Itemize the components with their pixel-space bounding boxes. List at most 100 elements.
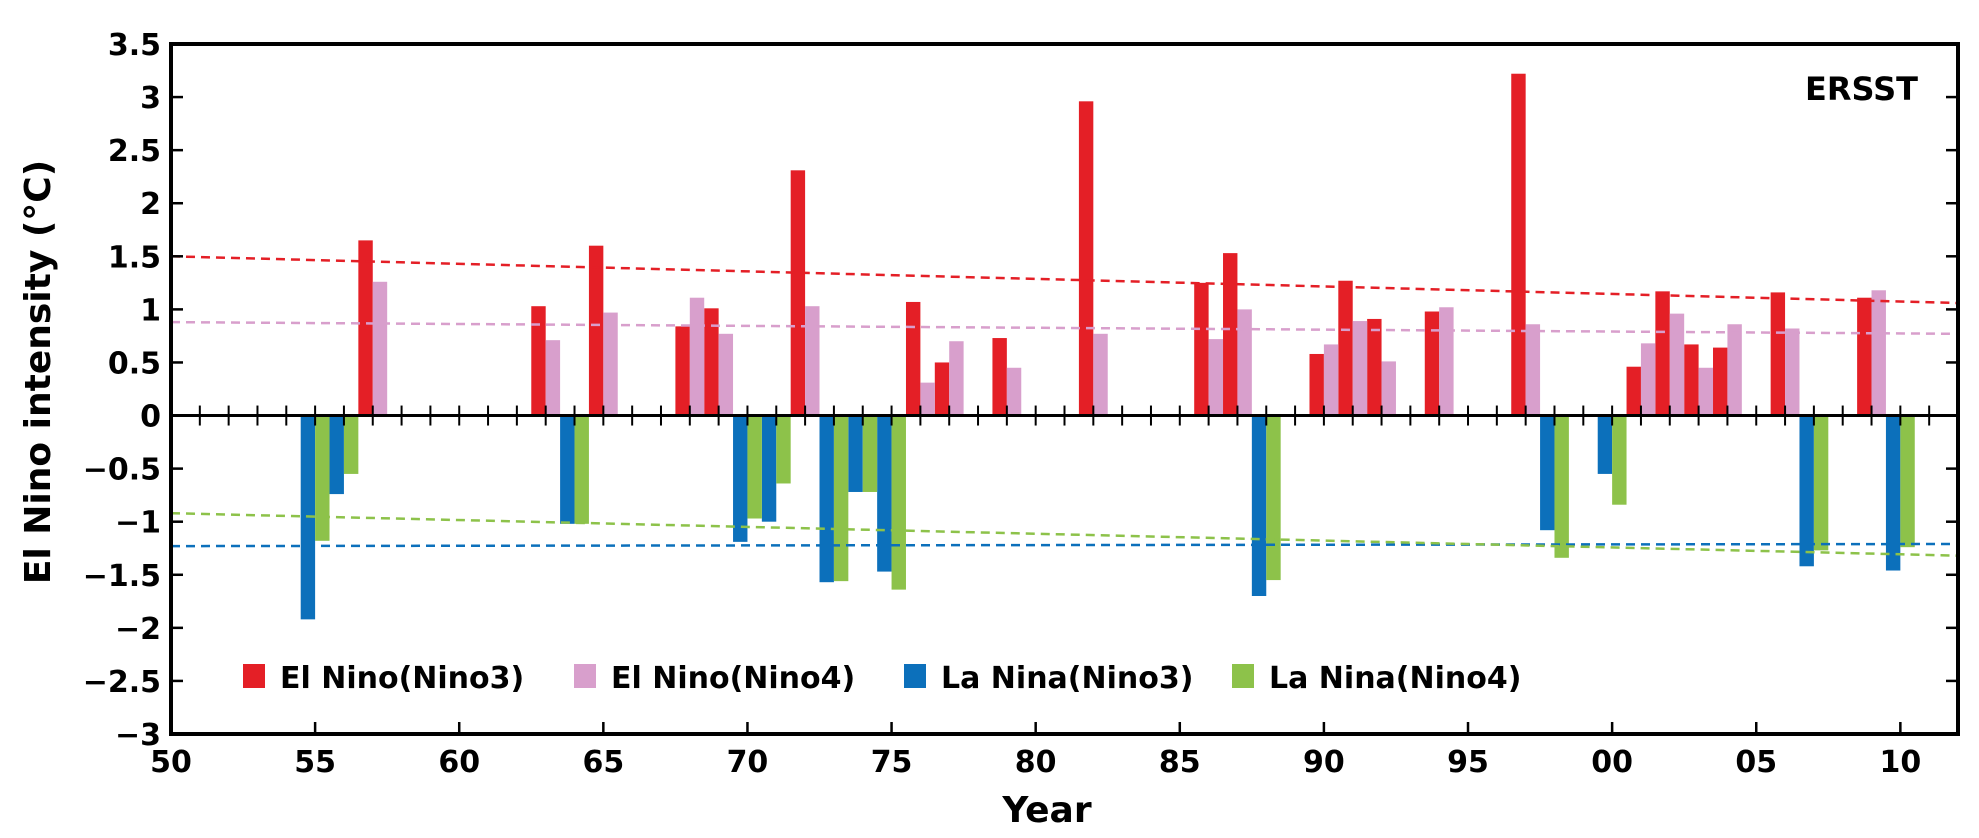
x-tick-label: 50 (150, 745, 192, 780)
bar (1323, 344, 1339, 416)
bar (329, 415, 344, 495)
bar (574, 415, 589, 524)
bar (1727, 324, 1742, 416)
bar (761, 415, 777, 522)
bar (343, 415, 359, 474)
bar (1093, 333, 1108, 416)
bar (862, 415, 878, 492)
bar (1223, 253, 1238, 416)
y-tick-label: −1 (115, 506, 161, 541)
x-tick-label: 95 (1447, 745, 1489, 780)
x-tick-label: 65 (582, 745, 624, 780)
bar (560, 415, 575, 524)
y-tick-label: −2.5 (83, 665, 161, 700)
trend-line (170, 511, 1959, 557)
bar (1684, 344, 1699, 416)
bar (372, 281, 388, 416)
y-tick-label: 3 (140, 81, 161, 116)
x-tick-label: 55 (294, 745, 336, 780)
bar (1612, 415, 1627, 505)
legend-swatch (574, 664, 596, 688)
bar (1511, 73, 1526, 416)
bar (1424, 311, 1440, 416)
bar (358, 240, 373, 416)
bar (1669, 313, 1685, 416)
bar (790, 170, 806, 416)
legend-swatch (243, 664, 265, 688)
x-tick-label: 70 (727, 745, 769, 780)
bar (1352, 321, 1368, 416)
bar (833, 415, 849, 582)
x-tick-label: 00 (1591, 745, 1633, 780)
bar (1655, 291, 1670, 416)
legend-swatch (904, 664, 926, 688)
trend-line (170, 255, 1959, 305)
bar (1857, 297, 1872, 416)
legend-label: La Nina(Nino4) (1269, 661, 1521, 696)
y-tick-label: −1.5 (83, 559, 161, 594)
x-axis-title: Year (1001, 790, 1091, 831)
trend-line (170, 542, 1959, 548)
bar (891, 415, 906, 590)
bar (877, 415, 892, 572)
panel-label: ERSST (1805, 70, 1918, 108)
bar (1871, 290, 1886, 416)
bar (718, 333, 734, 416)
bar (1208, 339, 1224, 416)
legend-swatch (1232, 664, 1254, 688)
bar (1785, 328, 1800, 416)
bar (1698, 367, 1714, 416)
trend-line (170, 320, 1959, 336)
x-tick-label: 75 (871, 745, 913, 780)
bar (1525, 324, 1541, 416)
bar (848, 415, 863, 492)
bar (992, 338, 1007, 416)
bar (1626, 366, 1641, 416)
bar (675, 326, 690, 416)
bar (1251, 415, 1267, 596)
bar (545, 340, 561, 416)
bar (1338, 280, 1353, 416)
bar (819, 415, 834, 583)
bar (747, 415, 762, 519)
y-tick-label: −0.5 (83, 453, 161, 488)
bar (1554, 415, 1569, 558)
x-tick-label: 80 (1015, 745, 1057, 780)
axes-layer: 3.5 3 2.5 2 1.5 1 0.5 0 −0.5 −1 −1.5 −2 −2.5 −350 55 60… (83, 28, 1960, 780)
bar (1006, 367, 1022, 416)
legend-label: El Nino(Nino3) (280, 661, 524, 696)
y-tick-label: 2 (140, 187, 161, 222)
bar (905, 301, 921, 416)
y-tick-label: −3 (115, 718, 161, 753)
bar (315, 415, 330, 541)
bar (1540, 415, 1555, 531)
y-tick-label: 3.5 (108, 28, 161, 63)
bar (949, 341, 964, 416)
y-tick-label: 1.5 (108, 240, 161, 275)
bar (1381, 361, 1396, 416)
trend-lines-layer (170, 255, 1959, 557)
bar (1900, 415, 1915, 548)
bar (1713, 347, 1728, 416)
bar (1885, 415, 1901, 571)
bar (1367, 318, 1382, 416)
x-tick-label: 90 (1303, 745, 1345, 780)
bar (1439, 307, 1454, 416)
bar (689, 297, 705, 416)
y-tick-label: −2 (115, 612, 161, 647)
x-tick-label: 60 (438, 745, 480, 780)
bars-layer (300, 73, 1915, 620)
x-tick-label: 85 (1159, 745, 1201, 780)
legend-label: La Nina(Nino3) (941, 661, 1193, 696)
y-tick-label: 2.5 (108, 134, 161, 169)
bar (1237, 309, 1252, 416)
legend: El Nino(Nino3) El Nino(Nino4) La Nina(Nino… (243, 661, 1521, 696)
bar (733, 415, 748, 542)
y-tick-label: 0 (140, 400, 161, 435)
y-tick-label: 1 (140, 293, 161, 328)
y-tick-label: 0.5 (108, 346, 161, 381)
x-tick-label: 05 (1735, 745, 1777, 780)
bar (776, 415, 791, 484)
y-axis-title: El Nino intensity (°C) (18, 160, 59, 584)
